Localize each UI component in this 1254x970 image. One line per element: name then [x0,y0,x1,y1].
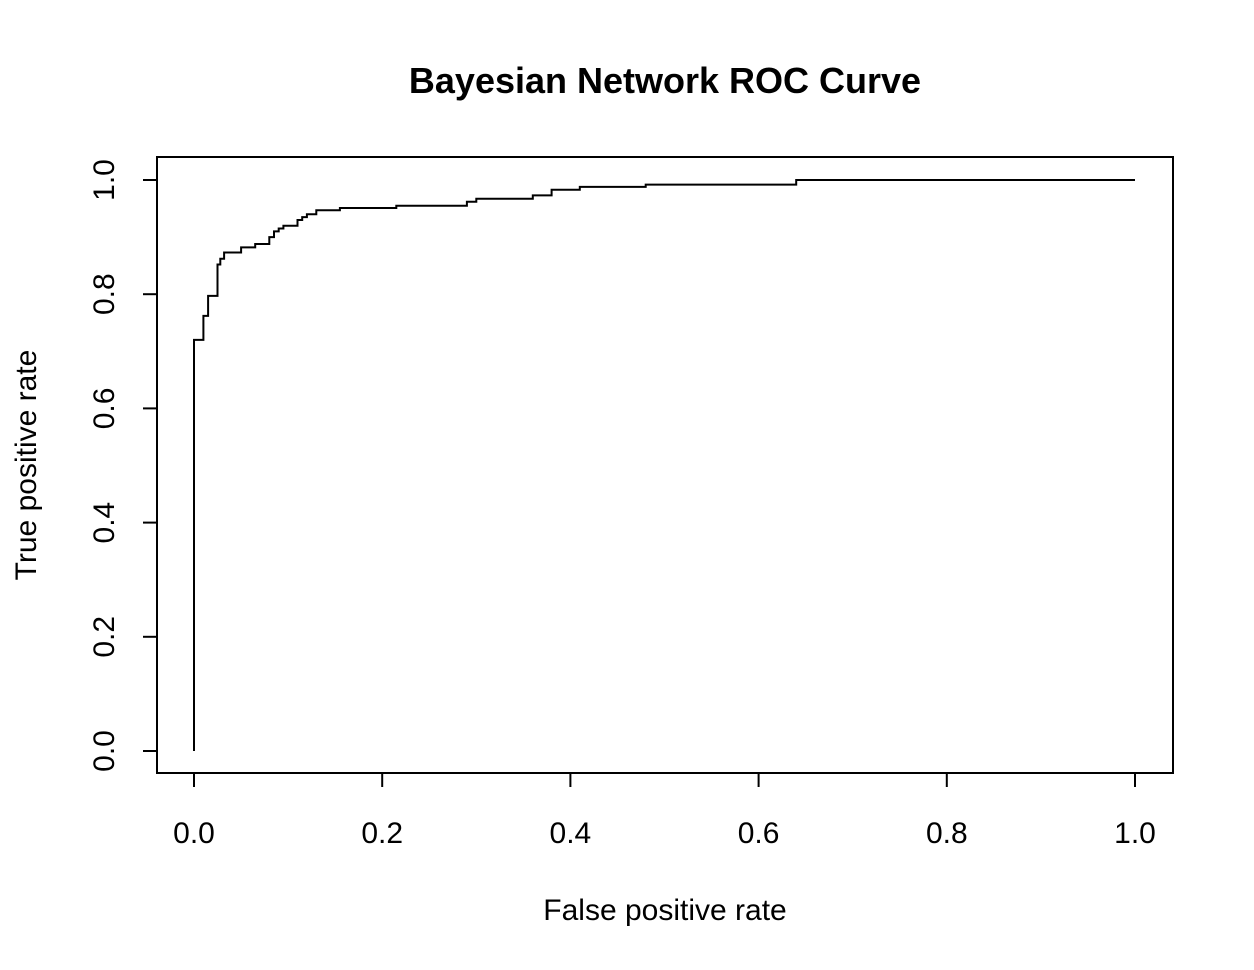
x-tick-label: 0.4 [550,817,592,850]
chart-title: Bayesian Network ROC Curve [409,60,921,101]
x-tick-label: 0.2 [361,817,403,850]
y-tick-label: 1.0 [88,159,121,201]
x-axis: 0.0 0.2 0.4 0.6 0.8 1.0 [173,772,1156,850]
y-tick-label: 0.0 [88,730,121,772]
y-tick-label: 0.6 [88,388,121,430]
x-tick-label: 0.8 [926,817,968,850]
x-tick-label: 0.0 [173,817,215,850]
y-tick-label: 0.2 [88,616,121,658]
y-tick-label: 0.4 [88,502,121,544]
plot-frame [156,156,1174,774]
x-tick-label: 0.6 [738,817,780,850]
y-axis-label: True positive rate [10,350,43,581]
x-axis-label: False positive rate [543,894,786,927]
roc-curve-line [193,179,1135,751]
y-axis: 0.0 0.2 0.4 0.6 0.8 1.0 [88,159,158,772]
x-tick-label: 1.0 [1114,817,1156,850]
y-tick-label: 0.8 [88,273,121,315]
